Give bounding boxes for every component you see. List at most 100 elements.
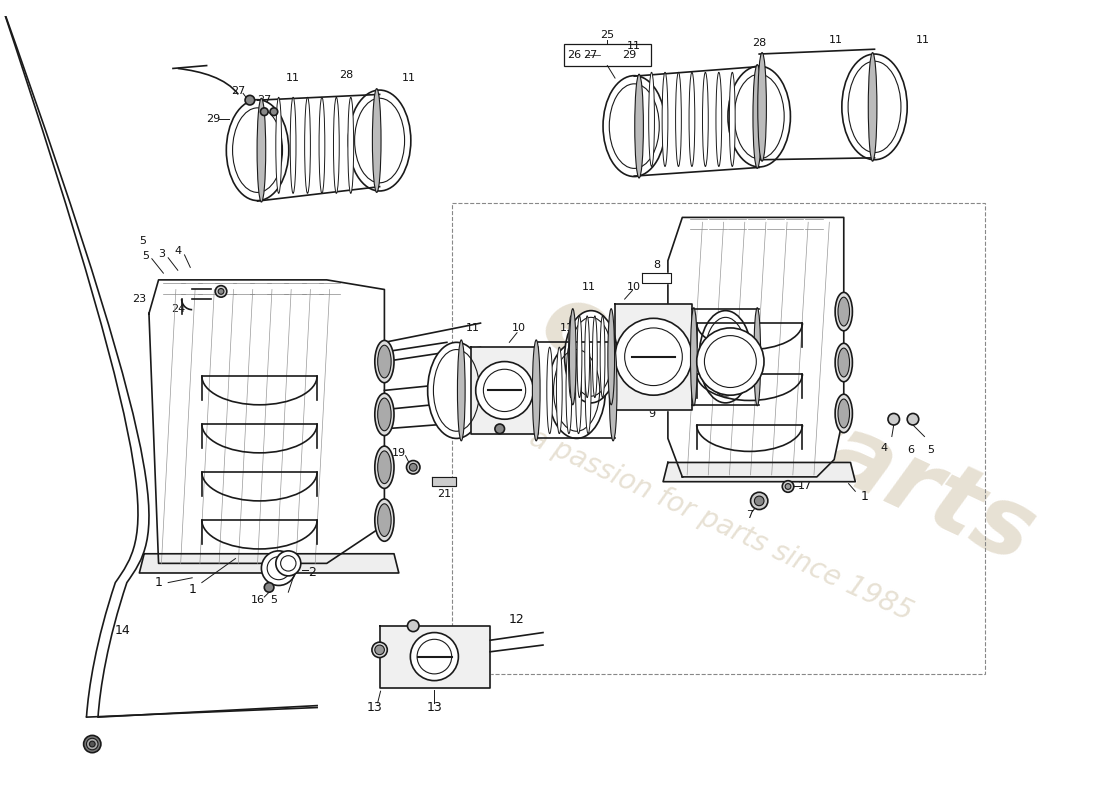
Circle shape bbox=[696, 328, 764, 395]
Ellipse shape bbox=[333, 98, 339, 194]
Text: 4: 4 bbox=[174, 246, 182, 256]
Text: a passion for parts since 1985: a passion for parts since 1985 bbox=[525, 423, 916, 626]
Ellipse shape bbox=[375, 341, 394, 382]
Polygon shape bbox=[471, 347, 538, 434]
Circle shape bbox=[262, 551, 296, 586]
Circle shape bbox=[908, 414, 918, 425]
Text: 11: 11 bbox=[286, 73, 300, 83]
Ellipse shape bbox=[603, 76, 666, 177]
Text: 24: 24 bbox=[170, 304, 185, 314]
Text: 9: 9 bbox=[766, 410, 772, 419]
Ellipse shape bbox=[532, 340, 540, 441]
Text: 23: 23 bbox=[132, 294, 146, 304]
Ellipse shape bbox=[557, 347, 562, 434]
Text: 21: 21 bbox=[437, 489, 451, 499]
Circle shape bbox=[276, 551, 300, 576]
Ellipse shape bbox=[377, 346, 392, 378]
Ellipse shape bbox=[754, 65, 761, 168]
Text: 11: 11 bbox=[915, 34, 930, 45]
Ellipse shape bbox=[585, 347, 591, 434]
Ellipse shape bbox=[290, 98, 296, 194]
Ellipse shape bbox=[842, 54, 908, 160]
Text: 11: 11 bbox=[608, 323, 622, 333]
Text: 1: 1 bbox=[188, 583, 196, 596]
Ellipse shape bbox=[375, 446, 394, 489]
Circle shape bbox=[785, 484, 791, 490]
Text: 19: 19 bbox=[392, 448, 406, 458]
Text: 1: 1 bbox=[155, 576, 163, 589]
Text: 13: 13 bbox=[427, 701, 442, 714]
Ellipse shape bbox=[564, 310, 617, 403]
Text: 14: 14 bbox=[116, 624, 131, 637]
Circle shape bbox=[495, 424, 505, 434]
Text: 7: 7 bbox=[746, 510, 754, 520]
Text: 8: 8 bbox=[652, 261, 660, 270]
Ellipse shape bbox=[377, 398, 392, 430]
Text: 26: 26 bbox=[245, 116, 260, 126]
Ellipse shape bbox=[868, 53, 877, 161]
Ellipse shape bbox=[458, 340, 465, 441]
Circle shape bbox=[270, 108, 277, 115]
Ellipse shape bbox=[838, 399, 849, 428]
Ellipse shape bbox=[348, 98, 354, 194]
Circle shape bbox=[750, 492, 768, 510]
Circle shape bbox=[755, 496, 764, 506]
Circle shape bbox=[245, 95, 255, 105]
Text: 10: 10 bbox=[627, 282, 641, 292]
Text: 11: 11 bbox=[582, 282, 596, 292]
Ellipse shape bbox=[375, 499, 394, 542]
Text: 16: 16 bbox=[251, 595, 265, 605]
Ellipse shape bbox=[601, 316, 605, 398]
Circle shape bbox=[409, 463, 417, 471]
Text: 10: 10 bbox=[752, 282, 767, 292]
Circle shape bbox=[89, 741, 95, 747]
Circle shape bbox=[375, 645, 384, 654]
Ellipse shape bbox=[305, 98, 310, 194]
Polygon shape bbox=[140, 554, 399, 573]
Ellipse shape bbox=[548, 342, 605, 438]
Ellipse shape bbox=[703, 72, 708, 166]
Polygon shape bbox=[642, 273, 671, 282]
Text: 5: 5 bbox=[143, 251, 150, 261]
Ellipse shape bbox=[700, 310, 752, 403]
Circle shape bbox=[87, 738, 98, 750]
Text: 11: 11 bbox=[560, 323, 574, 333]
Bar bbox=[452, 203, 984, 674]
Text: 5: 5 bbox=[139, 237, 145, 246]
Circle shape bbox=[615, 318, 692, 395]
Ellipse shape bbox=[608, 309, 615, 405]
Text: 27: 27 bbox=[583, 50, 597, 60]
Ellipse shape bbox=[227, 100, 289, 201]
Ellipse shape bbox=[578, 316, 582, 398]
Ellipse shape bbox=[566, 347, 572, 434]
Circle shape bbox=[475, 362, 534, 419]
Ellipse shape bbox=[377, 451, 392, 484]
Ellipse shape bbox=[547, 347, 552, 434]
Ellipse shape bbox=[375, 394, 394, 435]
Text: 26: 26 bbox=[566, 50, 581, 60]
Circle shape bbox=[888, 414, 900, 425]
Ellipse shape bbox=[689, 72, 695, 166]
Circle shape bbox=[84, 735, 101, 753]
Ellipse shape bbox=[691, 308, 697, 406]
Text: 27: 27 bbox=[257, 95, 272, 105]
Circle shape bbox=[218, 289, 224, 294]
Polygon shape bbox=[663, 462, 856, 482]
Ellipse shape bbox=[377, 504, 392, 537]
Text: 11: 11 bbox=[465, 323, 480, 333]
Circle shape bbox=[264, 582, 274, 592]
Ellipse shape bbox=[835, 394, 852, 433]
Ellipse shape bbox=[754, 308, 760, 406]
Text: 3: 3 bbox=[158, 249, 165, 259]
Polygon shape bbox=[432, 477, 456, 486]
Ellipse shape bbox=[373, 89, 381, 193]
Ellipse shape bbox=[585, 316, 590, 398]
Polygon shape bbox=[379, 626, 491, 688]
Ellipse shape bbox=[716, 72, 722, 166]
Ellipse shape bbox=[570, 309, 576, 405]
Ellipse shape bbox=[835, 343, 852, 382]
Circle shape bbox=[410, 633, 459, 681]
Text: 2: 2 bbox=[308, 566, 317, 579]
Circle shape bbox=[407, 461, 420, 474]
Polygon shape bbox=[148, 280, 384, 563]
